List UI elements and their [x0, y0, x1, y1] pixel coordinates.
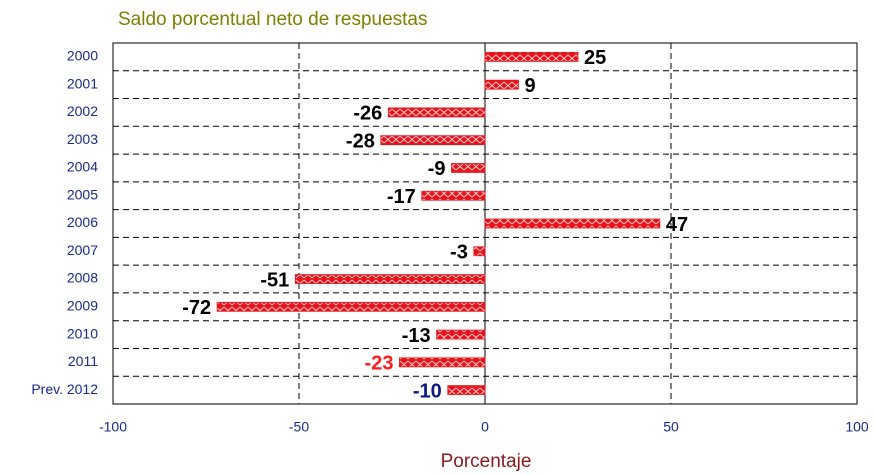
bar — [399, 357, 486, 368]
bar — [387, 107, 486, 118]
value-label: -51 — [260, 269, 289, 291]
bar — [451, 163, 486, 173]
value-label: -23 — [365, 353, 394, 375]
y-tick-label: 2000 — [67, 48, 98, 64]
x-tick-label: -50 — [289, 419, 309, 435]
bar — [484, 79, 519, 90]
value-label: -3 — [450, 242, 468, 264]
value-label: -17 — [387, 186, 416, 208]
x-tick-label: 100 — [845, 419, 869, 435]
value-label: 47 — [666, 214, 688, 236]
y-tick-label: 2005 — [67, 186, 98, 202]
value-label: -28 — [346, 130, 375, 152]
y-tick-label: 2002 — [67, 103, 98, 119]
bar — [473, 246, 486, 257]
bar — [484, 51, 579, 62]
x-axis-label: Porcentaje — [441, 451, 532, 472]
value-label: 9 — [524, 75, 535, 97]
bar — [216, 301, 486, 312]
bar — [447, 385, 486, 396]
value-label: -26 — [353, 103, 382, 125]
y-tick-label: 2010 — [67, 325, 98, 341]
bar — [484, 218, 661, 229]
value-label: -13 — [402, 325, 431, 347]
y-tick-label: 2008 — [67, 270, 98, 286]
y-tick-label: 2009 — [67, 298, 98, 314]
y-tick-label: 2001 — [67, 75, 98, 91]
value-label: -72 — [182, 297, 211, 319]
bar — [294, 274, 486, 284]
value-label: -9 — [428, 158, 446, 180]
bar — [421, 190, 486, 201]
value-label: 25 — [584, 47, 606, 69]
bar — [436, 329, 486, 340]
y-tick-label: Prev. 2012 — [31, 381, 98, 397]
y-tick-label: 2003 — [67, 131, 98, 147]
chart-title: Saldo porcentual neto de respuestas — [118, 9, 428, 30]
value-label: -10 — [413, 380, 442, 402]
y-tick-label: 2011 — [68, 353, 98, 369]
y-tick-label: 2007 — [67, 242, 98, 258]
x-tick-label: -100 — [99, 419, 127, 435]
y-tick-label: 2004 — [67, 159, 98, 175]
plot-frame — [112, 42, 858, 405]
x-tick-label: 50 — [663, 419, 679, 435]
x-tick-label: 0 — [481, 419, 489, 435]
bar — [380, 135, 486, 146]
y-tick-label: 2006 — [67, 214, 98, 230]
